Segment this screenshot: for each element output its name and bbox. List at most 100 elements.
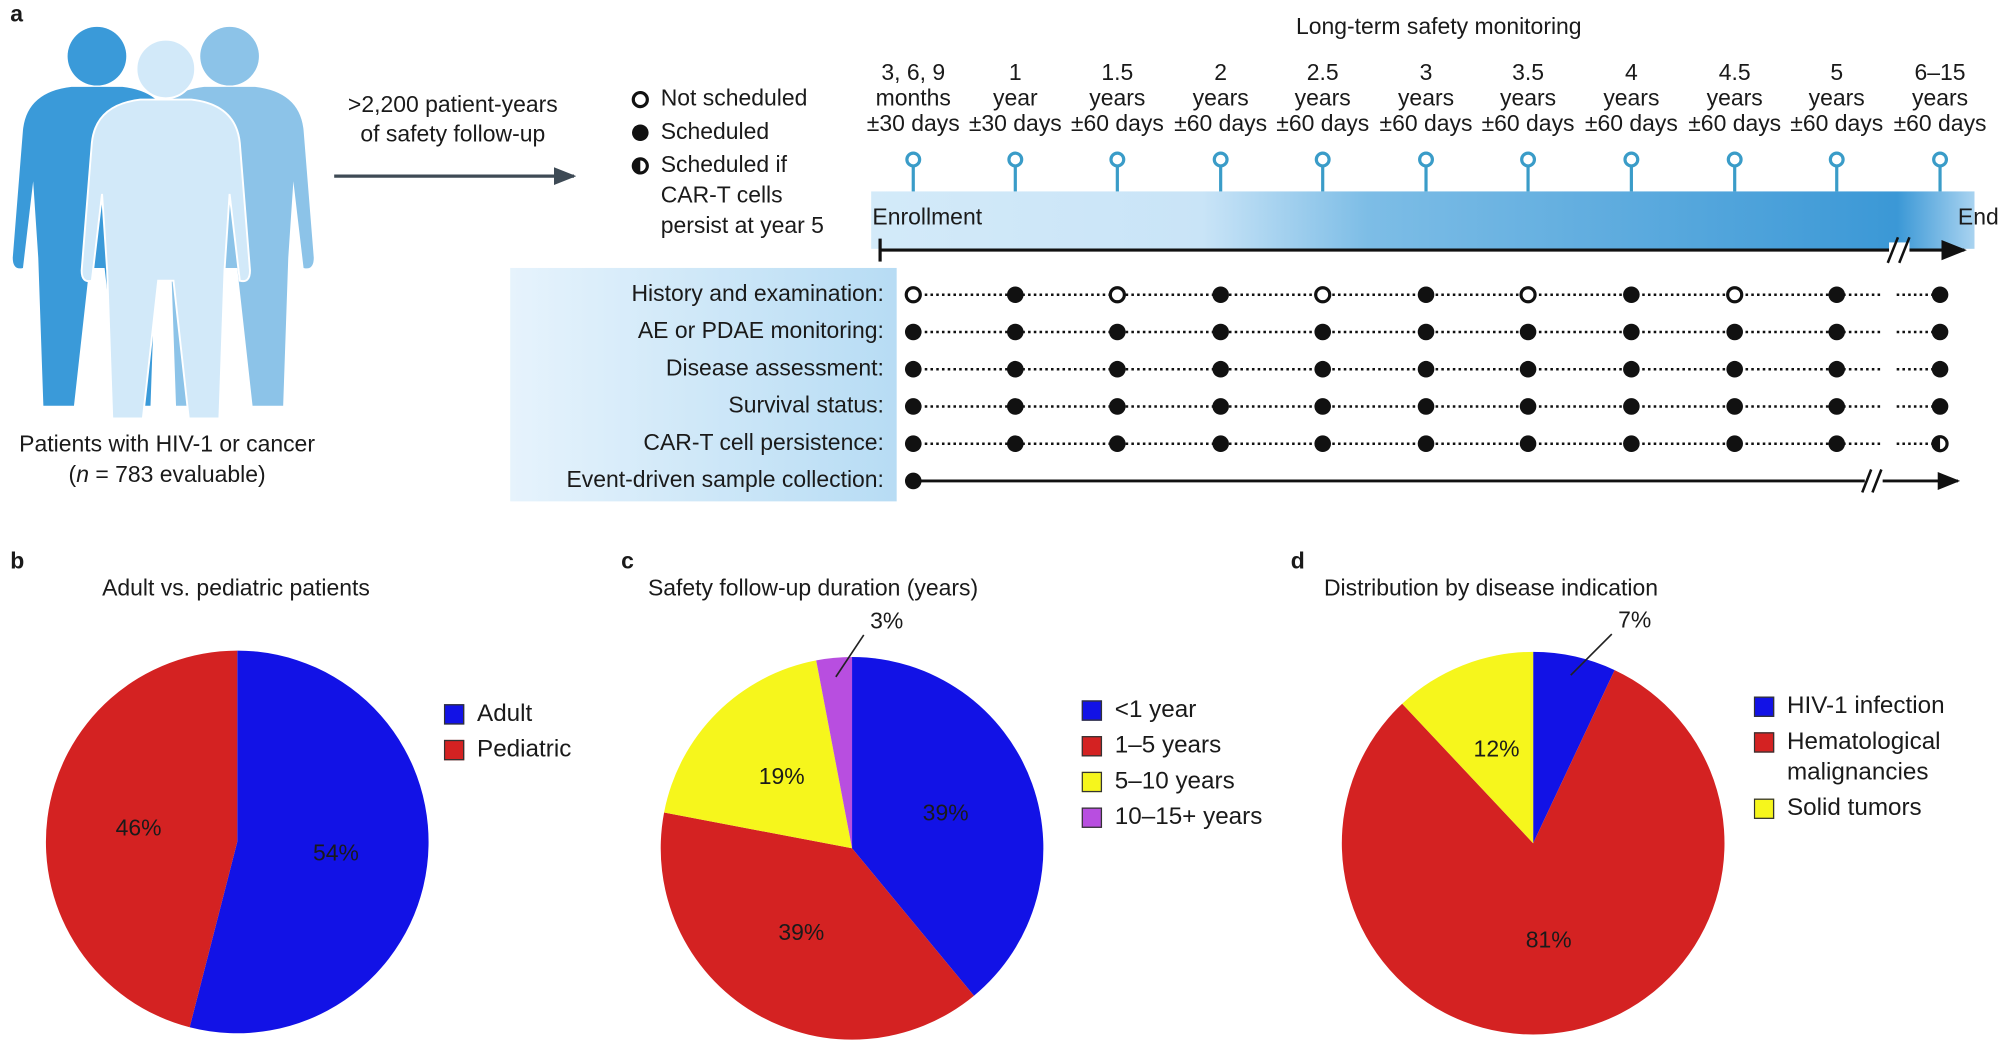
value-label: 19% [759,763,805,789]
legend-label: <1 year [1114,696,1197,724]
legend-label: Hematological malignancies [1786,728,1941,786]
schedule-dot [1007,398,1024,415]
schedule-dot [1314,323,1331,341]
legend-label: Solid tumors [1786,794,1922,822]
legend-item: HIV-1 infection [1753,691,2000,722]
timepoint-label: ±30 days [867,110,960,136]
schedule-dot [1623,398,1640,415]
legend-label: Adult [477,700,533,728]
timepoint-label: 3 [1420,59,1433,85]
leader-line [835,634,865,678]
timepoint-label: 3, 6, 9 [881,59,945,85]
timepoint-pin-head [1520,151,1537,168]
timepoint-pin-head [1314,151,1331,168]
pie-slice [45,650,238,1028]
schedule-dot [1519,286,1537,304]
legend-box: HIV-1 infection Hematological malignancie… [1753,691,2000,824]
schedule-dot [904,360,922,378]
pie-slice [816,656,853,849]
schedule-dot [1726,286,1744,304]
timepoint-label: ±60 days [1482,110,1575,136]
timepoint-pin-head [1007,151,1024,168]
schedule-dot [1623,323,1640,341]
schedule-dot [1212,435,1229,453]
pie-slice [189,650,429,1034]
timepoint-label: years [1089,85,1145,111]
chart-title: Safety follow-up duration (years) [648,574,978,600]
timepoint-label: years [1912,85,1968,111]
cohort-caption: Patients with HIV-1 or cancer [19,430,315,456]
schedule-dot [1519,323,1537,341]
legend-label: Not scheduled [661,85,808,111]
value-label: 46% [116,815,162,841]
legend-symbol [631,157,649,175]
timepoint-pin-head [1726,151,1743,168]
schedule-dot [904,435,922,453]
schedule-dot [1828,398,1846,415]
value-label: 39% [778,919,824,945]
legend-label: persist at year 5 [661,212,824,238]
timepoint-label: 3.5 [1512,59,1544,85]
timepoint-label: ±60 days [1585,110,1678,136]
schedule-dot [1007,286,1024,304]
schedule-dot [1314,398,1331,415]
schedule-dot [904,472,922,490]
row-label: History and examination: [631,280,883,306]
legend-label: 1–5 years [1114,732,1222,760]
schedule-dot [1108,286,1126,304]
legend-symbol [631,90,649,109]
schedule-dot [1314,360,1331,378]
timepoint-label: months [876,85,951,111]
timepoint-pin-head [1828,151,1845,168]
row-label: CAR-T cell persistence: [643,429,884,455]
timepoint-label: ±60 days [1380,110,1473,136]
legend: Adult Pediatric [443,699,699,763]
schedule-dot [1417,435,1435,453]
schedule-dot [1212,323,1229,341]
schedule-dot-ring [1726,286,1744,304]
row-break [1861,469,1873,493]
pie-slice [660,812,974,1040]
schedule-dot [1931,286,1949,304]
timepoint-label: years [1809,85,1865,111]
schedule-dot-ring [1314,286,1332,304]
legend-item: Adult [443,699,699,730]
legend-label: CAR-T cells [661,182,783,208]
timepoint-label: 2.5 [1307,59,1339,85]
schedule-dot [1519,398,1537,415]
timeline-start: Enrollment [872,203,982,229]
timepoint-pin-head [1109,151,1126,168]
timepoint-label: 4.5 [1719,59,1751,85]
value-label: 39% [923,800,969,826]
cohort-size-part: ( [69,461,77,487]
schedule-dot [1007,360,1024,378]
schedule-dot [1726,435,1743,453]
schedule-dot-half [1933,436,1941,451]
timepoint-label: year [993,85,1038,111]
timepoint-label: years [1398,85,1454,111]
schedule-dot [1726,323,1743,341]
schedule-dot [1417,323,1435,341]
legend-item: 1–5 years [1081,731,1337,762]
schedule-dot [1931,435,1949,453]
legend-swatch [443,739,465,761]
legend-item: <1 year [1081,695,1337,726]
timepoint-label: ±60 days [1174,110,1267,136]
schedule-dot [1212,286,1229,304]
value-label: 7% [1618,606,1651,632]
schedule-dot [1007,435,1024,453]
timepoint-pin-head [1932,151,1949,168]
legend-label: Scheduled if [661,151,788,177]
legend-label: 5–10 years [1114,767,1235,795]
timepoint-label: years [1295,85,1351,111]
timepoint-label: ±60 days [1276,110,1369,136]
legend-swatch [1753,732,1775,753]
schedule-dot [1828,323,1846,341]
row-label: AE or PDAE monitoring: [638,317,884,343]
row-label-box [510,267,897,502]
legend-swatch [1081,771,1103,793]
schedule-dot-ring [1108,286,1126,304]
timepoint-label: years [1707,85,1763,111]
